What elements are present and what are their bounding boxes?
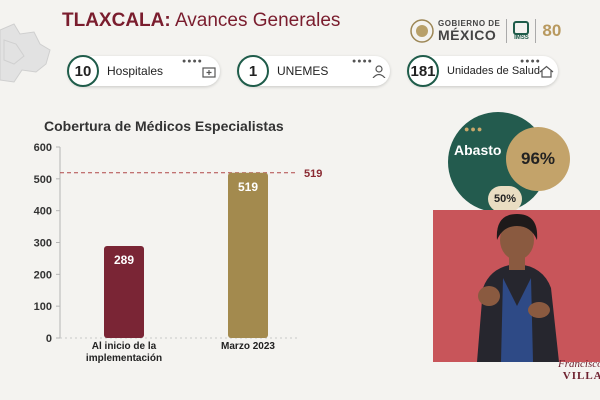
- imss-emblem-icon: [513, 21, 530, 35]
- gobierno-top-text: GOBIERNO DE: [438, 19, 501, 28]
- brand-line-2: VILLA: [562, 370, 600, 382]
- footer-brand: Francisco VILLA: [558, 358, 600, 382]
- sign-language-video: [433, 210, 600, 362]
- chart-title: Cobertura de Médicos Especialistas: [44, 118, 284, 134]
- y-tick-label: 400: [34, 206, 52, 218]
- state-name: TLAXCALA:: [62, 10, 171, 31]
- logos-bar: GOBIERNO DE MÉXICO IMSS 80: [410, 16, 561, 46]
- stat-value: 181: [407, 55, 439, 87]
- page-subtitle: Avances Generales: [174, 10, 341, 31]
- doctor-icon: [372, 65, 386, 78]
- y-tick-label: 500: [34, 174, 52, 186]
- x-tick-label: implementación: [86, 353, 162, 364]
- logo-divider: [535, 19, 537, 43]
- stat-label: Hospitales: [107, 64, 164, 78]
- stat-value: 1: [237, 55, 269, 87]
- y-tick-label: 0: [46, 333, 52, 345]
- y-tick-label: 600: [34, 142, 52, 154]
- bar-value-label: 289: [114, 253, 134, 267]
- y-tick-label: 200: [34, 269, 52, 281]
- dots-decoration: ●●●: [464, 124, 484, 134]
- stat-hospitales: 10 Hospitales ●●●●: [67, 55, 220, 87]
- abasto-percentage: 96%: [506, 127, 570, 191]
- y-tick-label: 100: [34, 301, 52, 313]
- stat-label: UNEMES: [277, 64, 329, 78]
- stat-unemes: 1 UNEMES ●●●●: [237, 55, 390, 87]
- page-title: TLAXCALA: Avances Generales: [62, 10, 340, 32]
- logo-divider: [506, 19, 508, 43]
- x-tick-label: Al inicio de la: [92, 341, 157, 352]
- state-map-shape: [0, 23, 51, 83]
- stat-unidades-salud: 181 Unidades de Salud ●●●●: [407, 55, 558, 87]
- imss-text: IMSS: [514, 35, 529, 41]
- stat-value: 10: [67, 55, 99, 87]
- dots-decoration: ●●●●: [182, 58, 203, 65]
- reference-line-label: 519: [304, 168, 322, 180]
- abasto-secondary-percentage: 50%: [488, 186, 522, 212]
- y-tick-label: 300: [34, 238, 52, 250]
- anniversary-logo: 80: [542, 21, 562, 40]
- bar: [104, 246, 144, 338]
- gobierno-logo: GOBIERNO DE MÉXICO: [410, 19, 500, 43]
- dots-decoration: ●●●●: [352, 58, 373, 65]
- gobierno-bottom-text: MÉXICO: [438, 27, 497, 43]
- interpreter-figure: [477, 214, 559, 362]
- abasto-label: Abasto: [454, 142, 502, 158]
- stat-label: Unidades de Salud: [447, 65, 540, 77]
- house-icon: [539, 65, 554, 78]
- dots-decoration: ●●●●: [520, 58, 541, 65]
- hospital-icon: [202, 67, 216, 78]
- eagle-emblem-icon: [410, 19, 434, 43]
- x-tick-label: Marzo 2023: [221, 341, 275, 352]
- bar: [228, 172, 268, 338]
- brand-line-1: Francisco: [558, 358, 600, 370]
- imss-logo: IMSS: [513, 21, 530, 41]
- bar-value-label: 519: [238, 180, 258, 194]
